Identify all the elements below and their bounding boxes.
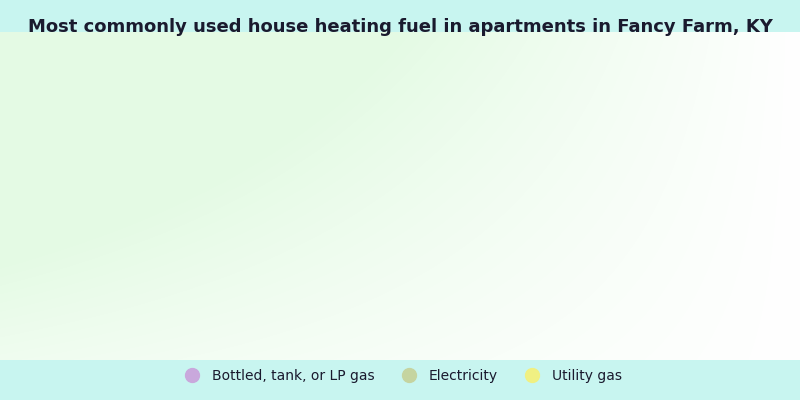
Wedge shape xyxy=(514,256,605,294)
Wedge shape xyxy=(195,91,387,294)
Text: Most commonly used house heating fuel in apartments in Fancy Farm, KY: Most commonly used house heating fuel in… xyxy=(27,18,773,36)
Text: City-Data.com: City-Data.com xyxy=(536,99,621,112)
Legend: Bottled, tank, or LP gas, Electricity, Utility gas: Bottled, tank, or LP gas, Electricity, U… xyxy=(173,364,627,388)
Wedge shape xyxy=(378,90,601,273)
